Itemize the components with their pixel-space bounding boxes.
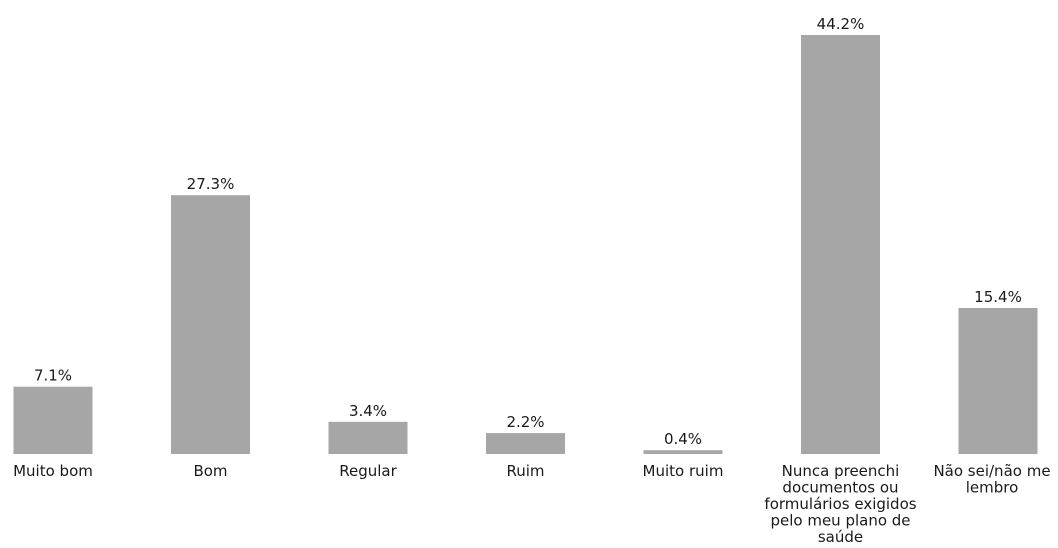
category-label-0: Muito bom bbox=[13, 462, 93, 480]
category-label-5-line-0: Nunca preenchi bbox=[782, 462, 900, 480]
data-label-0: 7.1% bbox=[34, 367, 72, 385]
bar-0 bbox=[13, 386, 93, 454]
data-label-4: 0.4% bbox=[664, 430, 702, 448]
category-label-5-line-2: formulários exigidos bbox=[764, 495, 916, 513]
bar-3 bbox=[486, 433, 565, 454]
bar-4 bbox=[643, 450, 723, 454]
category-label-3: Ruim bbox=[506, 462, 544, 480]
data-label-2: 3.4% bbox=[349, 402, 387, 420]
bar-5 bbox=[801, 35, 880, 454]
category-label-6-line-0: Não sei/não me bbox=[933, 462, 1050, 480]
bar-1 bbox=[171, 195, 250, 454]
data-labels-group: 7.1% 27.3% 3.4% 2.2% 0.4% 44.2% 15.4% bbox=[34, 15, 1022, 448]
category-label-2: Regular bbox=[339, 462, 397, 480]
category-label-4: Muito ruim bbox=[643, 462, 724, 480]
bar-6 bbox=[958, 308, 1038, 454]
category-labels-group: Muito bom Bom Regular Ruim Muito ruim Nunca p… bbox=[13, 462, 1050, 546]
bar-2 bbox=[328, 421, 408, 454]
data-label-3: 2.2% bbox=[506, 413, 544, 431]
category-label-5-line-1: documentos ou bbox=[782, 479, 898, 497]
category-label-5-line-4: saúde bbox=[818, 528, 863, 546]
category-label-1: Bom bbox=[193, 462, 227, 480]
data-label-5: 44.2% bbox=[817, 15, 865, 33]
category-label-6-line-1: lembro bbox=[966, 479, 1019, 497]
bars-group bbox=[13, 35, 1038, 454]
data-label-6: 15.4% bbox=[974, 288, 1022, 306]
category-label-5-line-3: pelo meu plano de bbox=[770, 512, 910, 530]
data-label-1: 27.3% bbox=[187, 175, 235, 193]
